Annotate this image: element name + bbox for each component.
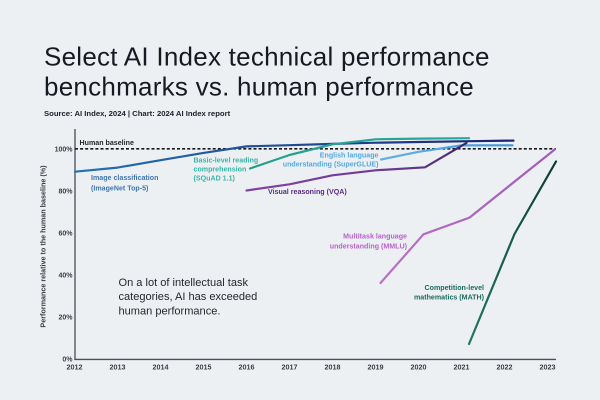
svg-text:On a lot of intellectual task: On a lot of intellectual task: [119, 277, 249, 289]
svg-text:Performance relative to the hu: Performance relative to the human baseli…: [39, 165, 48, 328]
svg-text:0%: 0%: [62, 357, 73, 364]
svg-text:2021: 2021: [454, 363, 470, 372]
svg-text:2018: 2018: [325, 363, 341, 372]
svg-text:40%: 40%: [58, 273, 73, 280]
svg-text:benchmarks vs. human performan: benchmarks vs. human performance: [44, 71, 474, 101]
svg-text:20%: 20%: [58, 315, 73, 322]
svg-text:understanding (MMLU): understanding (MMLU): [330, 242, 408, 250]
svg-text:comprehension: comprehension: [194, 166, 247, 174]
svg-text:2014: 2014: [153, 363, 169, 372]
svg-text:mathematics (MATH): mathematics (MATH): [414, 293, 485, 301]
svg-text:Basic-level reading: Basic-level reading: [194, 156, 259, 164]
svg-text:Select AI Index technical perf: Select AI Index technical performance: [44, 41, 490, 71]
svg-text:understanding (SuperGLUE): understanding (SuperGLUE): [283, 161, 379, 169]
svg-text:Image classification: Image classification: [91, 174, 158, 182]
svg-text:(ImageNet Top-5): (ImageNet Top-5): [91, 184, 149, 192]
svg-text:Visual reasoning (VQA): Visual reasoning (VQA): [268, 188, 347, 196]
svg-text:2012: 2012: [67, 363, 83, 372]
svg-text:2015: 2015: [196, 363, 212, 372]
svg-text:2017: 2017: [282, 363, 298, 372]
svg-text:2022: 2022: [497, 363, 513, 372]
svg-text:2013: 2013: [110, 363, 126, 372]
svg-text:60%: 60%: [58, 231, 73, 238]
svg-text:80%: 80%: [58, 189, 73, 196]
svg-text:Source: AI Index, 2024 | Chart: Source: AI Index, 2024 | Chart: 2024 AI …: [44, 109, 231, 118]
svg-text:Multitask language: Multitask language: [343, 233, 407, 241]
svg-text:2019: 2019: [368, 363, 384, 372]
svg-text:human performance.: human performance.: [119, 305, 221, 317]
svg-text:Competition-level: Competition-level: [424, 284, 484, 292]
svg-text:100%: 100%: [55, 147, 74, 154]
svg-text:2023: 2023: [540, 363, 556, 372]
svg-text:English language: English language: [320, 151, 379, 159]
svg-text:Human baseline: Human baseline: [80, 139, 134, 147]
svg-text:2016: 2016: [239, 363, 255, 372]
svg-text:2020: 2020: [411, 363, 427, 372]
svg-text:(SQuAD 1.1): (SQuAD 1.1): [194, 175, 236, 183]
svg-text:categories, AI has exceeded: categories, AI has exceeded: [119, 291, 258, 303]
